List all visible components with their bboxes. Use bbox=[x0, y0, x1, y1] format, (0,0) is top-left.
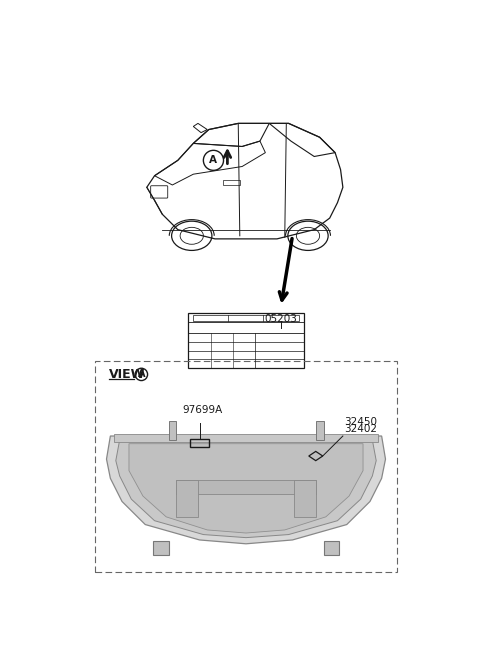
Bar bbox=[294, 480, 316, 517]
Text: 32450: 32450 bbox=[345, 417, 377, 427]
Bar bbox=[95, 361, 397, 572]
Text: A: A bbox=[209, 155, 217, 165]
Polygon shape bbox=[107, 436, 385, 544]
Bar bbox=[316, 420, 324, 440]
Text: VIEW: VIEW bbox=[109, 368, 145, 381]
Bar bbox=[176, 480, 316, 494]
Bar bbox=[192, 315, 300, 321]
Polygon shape bbox=[116, 440, 376, 538]
Text: 05203: 05203 bbox=[264, 314, 297, 324]
Bar bbox=[324, 541, 339, 556]
Bar bbox=[190, 439, 209, 447]
Text: 32402: 32402 bbox=[345, 424, 377, 434]
Bar bbox=[176, 480, 198, 517]
Text: A: A bbox=[138, 369, 145, 379]
Bar bbox=[168, 420, 176, 440]
Bar bbox=[153, 541, 168, 556]
Bar bbox=[188, 313, 304, 368]
Bar bbox=[114, 434, 378, 442]
Bar bbox=[223, 180, 240, 185]
Polygon shape bbox=[129, 443, 363, 533]
Text: 97699A: 97699A bbox=[182, 405, 223, 415]
